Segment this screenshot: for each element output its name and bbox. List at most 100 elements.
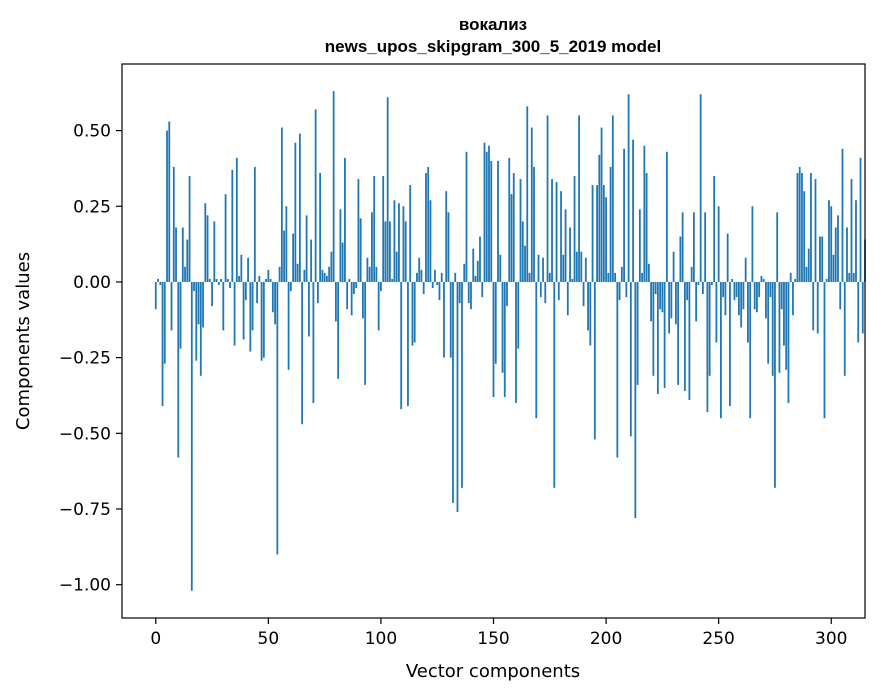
- bar: [483, 142, 486, 282]
- bar: [337, 281, 340, 379]
- bar: [488, 145, 490, 282]
- bar: [762, 278, 765, 282]
- bar: [582, 281, 585, 307]
- bar: [287, 281, 290, 370]
- bar: [283, 230, 286, 282]
- bar: [785, 281, 788, 370]
- bar: [323, 272, 326, 282]
- bar: [395, 251, 398, 282]
- bar: [805, 266, 808, 282]
- bar: [816, 281, 819, 334]
- bar: [274, 281, 276, 325]
- chart-title-line-2: news_upos_skipgram_300_5_2019 model: [325, 37, 661, 56]
- bar: [656, 281, 659, 394]
- bar: [229, 281, 231, 289]
- y-tick-label: 0.00: [73, 273, 111, 293]
- bar: [789, 272, 792, 282]
- bar: [699, 94, 702, 282]
- bar: [810, 172, 812, 282]
- bar: [647, 263, 650, 282]
- bar: [375, 266, 378, 282]
- bar: [695, 281, 698, 322]
- bar: [307, 281, 310, 337]
- bar: [542, 257, 544, 282]
- bar: [591, 185, 594, 282]
- bar: [677, 281, 680, 385]
- bar: [506, 281, 508, 307]
- bar: [580, 251, 583, 282]
- bar: [197, 281, 200, 325]
- bar: [711, 281, 713, 285]
- bar: [172, 166, 175, 282]
- bar: [756, 281, 758, 313]
- bar: [650, 281, 653, 322]
- bar: [301, 281, 304, 425]
- bar: [373, 176, 376, 282]
- bar: [537, 254, 540, 282]
- bar: [659, 281, 662, 310]
- y-axis-ticks: 0.50 0.25 0.00 −0.25 −0.50 −0.75 −1.00: [59, 122, 122, 596]
- bar: [792, 281, 794, 316]
- bar: [589, 281, 592, 346]
- bar: [524, 245, 526, 282]
- bar: [253, 166, 256, 282]
- bar: [179, 281, 182, 349]
- bar: [328, 266, 331, 282]
- bar: [224, 194, 227, 282]
- bar: [571, 278, 574, 282]
- bar: [456, 281, 459, 513]
- bar: [321, 269, 324, 282]
- y-tick-label: −0.50: [59, 424, 111, 444]
- bar: [240, 254, 243, 282]
- bar: [787, 281, 790, 404]
- bar: [560, 191, 562, 282]
- bar: [812, 281, 815, 331]
- bar: [217, 281, 220, 285]
- bar: [512, 172, 515, 282]
- bar: [398, 203, 400, 282]
- bar: [546, 115, 549, 282]
- bar: [760, 275, 763, 282]
- bar: [402, 206, 405, 282]
- bar: [688, 281, 691, 401]
- bar: [751, 206, 754, 282]
- bar: [380, 281, 382, 292]
- y-tick-label: −0.75: [59, 500, 111, 520]
- y-tick-label: −1.00: [59, 576, 111, 596]
- bar: [733, 281, 736, 301]
- bar: [271, 281, 274, 313]
- bar: [186, 239, 189, 282]
- bar: [825, 278, 828, 282]
- bar: [701, 281, 704, 295]
- bar: [798, 166, 801, 282]
- bar: [535, 281, 538, 419]
- bar: [168, 121, 171, 282]
- bar: [562, 254, 565, 282]
- bar: [713, 176, 716, 282]
- bar: [645, 172, 648, 282]
- bar: [846, 227, 848, 282]
- bar: [366, 257, 369, 282]
- bar: [832, 254, 835, 282]
- bar: [211, 281, 213, 307]
- bar: [668, 281, 671, 334]
- bar: [269, 278, 272, 282]
- bar: [434, 269, 436, 282]
- bar: [467, 281, 470, 304]
- bar: [481, 281, 484, 298]
- bar: [654, 281, 657, 295]
- y-tick-label: 0.50: [73, 122, 111, 142]
- bar: [314, 109, 317, 282]
- x-axis-label: Vector components: [406, 661, 580, 682]
- bar: [837, 215, 839, 282]
- bar: [596, 185, 598, 282]
- chart-title-line-1: вокализ: [459, 15, 527, 34]
- bar: [458, 281, 461, 304]
- bar: [609, 166, 612, 282]
- bar: [555, 182, 558, 282]
- bar: [526, 106, 529, 282]
- bar: [652, 281, 655, 376]
- bar: [443, 281, 445, 358]
- bar: [357, 179, 360, 282]
- bar: [332, 91, 335, 282]
